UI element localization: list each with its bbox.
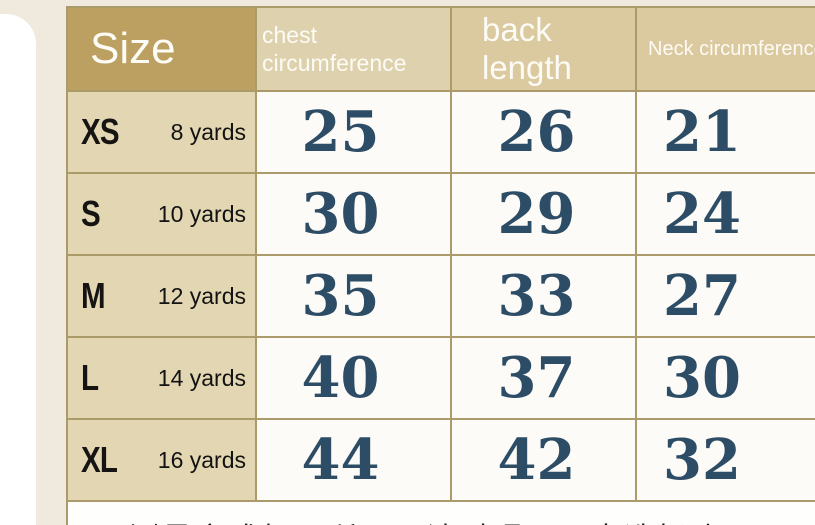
cell-xl-chest: 44: [257, 420, 450, 500]
cell-s-back: 29: [452, 174, 635, 254]
size-label: XS: [81, 111, 120, 152]
cell-xl-back: 42: [452, 420, 635, 500]
size-label: XL: [81, 439, 118, 480]
header-neck-label: Neck circumference: [648, 37, 815, 60]
cell-s-neck: 24: [637, 174, 815, 254]
cell-s-chest: 30: [257, 174, 450, 254]
header-back-length: back length: [452, 8, 635, 90]
header-back-label: back length: [482, 11, 572, 86]
yards-label: 16 yards: [157, 446, 246, 473]
table-row-l-size: L 14 yards: [68, 338, 255, 418]
white-card-shape: [0, 14, 36, 525]
cell-xl-neck: 32: [637, 420, 815, 500]
size-label: M: [81, 275, 106, 316]
size-table: Size chest circumference back length Nec…: [66, 6, 815, 525]
cell-xs-chest: 25: [257, 92, 450, 172]
yards-label: 10 yards: [157, 200, 246, 227]
yards-label: 14 yards: [157, 364, 246, 391]
size-label: L: [81, 357, 99, 398]
cell-l-neck: 30: [637, 338, 815, 418]
header-chest-label: chest circumference: [262, 21, 407, 76]
cell-l-back: 37: [452, 338, 635, 418]
cell-m-neck: 27: [637, 256, 815, 336]
table-row-xs-size: XS 8 yards: [68, 92, 255, 172]
header-size-label: Size: [90, 24, 176, 73]
header-chest-circumference: chest circumference: [257, 8, 450, 90]
cell-xs-back: 26: [452, 92, 635, 172]
footnote-row: ，测量方式如图所示，请对照尺码表选择购买: [68, 502, 815, 525]
footnote-partial-text: ，测量方式如图所示，请对照尺码表选择购买: [96, 514, 815, 525]
cell-m-back: 33: [452, 256, 635, 336]
size-label: S: [81, 193, 101, 234]
yards-label: 8 yards: [170, 118, 246, 145]
header-size: Size: [68, 8, 255, 90]
cell-xs-neck: 21: [637, 92, 815, 172]
table-row-xl-size: XL 16 yards: [68, 420, 255, 500]
table-row-m-size: M 12 yards: [68, 256, 255, 336]
cell-m-chest: 35: [257, 256, 450, 336]
cell-l-chest: 40: [257, 338, 450, 418]
table-row-s-size: S 10 yards: [68, 174, 255, 254]
header-neck-circumference: Neck circumference: [637, 8, 815, 90]
yards-label: 12 yards: [157, 282, 246, 309]
